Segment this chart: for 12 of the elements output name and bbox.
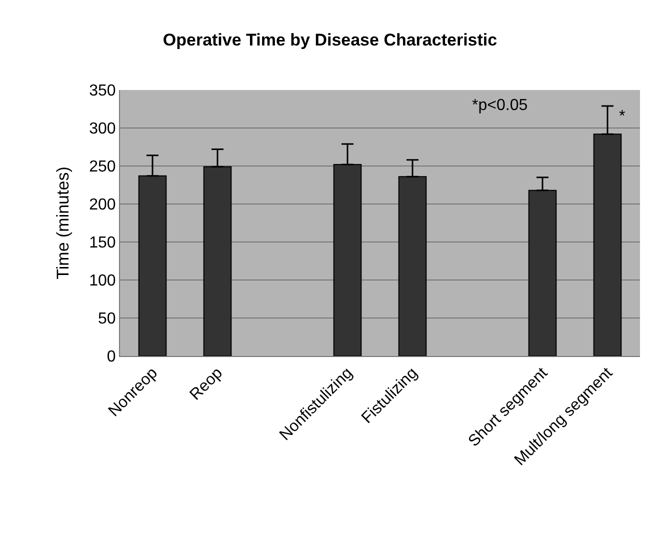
y-tick-label: 350 [89,82,116,100]
annotation: * [619,108,626,125]
y-tick-label: 0 [106,348,116,366]
y-tick-label: 200 [89,196,116,214]
y-tick-label: 50 [98,310,116,328]
annotation: *p<0.05 [472,97,528,114]
y-tick-label: 300 [89,120,116,138]
chart-title: Operative Time by Disease Characteristic [162,30,498,50]
y-tick-label: 150 [89,234,116,252]
y-tick-label: 100 [89,272,116,290]
y-tick-label: 250 [89,158,116,176]
y-axis-title: Time (minutes) [54,166,73,280]
